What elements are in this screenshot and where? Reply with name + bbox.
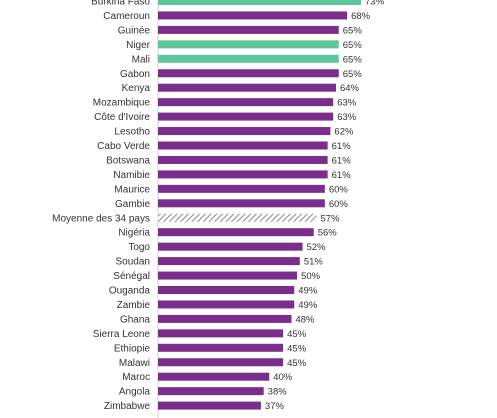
category-label: Côte d'Ivoire	[94, 112, 150, 123]
value-label: 57%	[321, 213, 341, 224]
category-label: Ethiopie	[114, 343, 151, 354]
category-label: Angola	[119, 387, 151, 398]
category-label: Mali	[132, 54, 150, 65]
category-label: Maroc	[122, 372, 150, 383]
value-label: 60%	[329, 199, 349, 210]
bar	[158, 11, 348, 20]
value-label: 65%	[343, 69, 363, 80]
category-label: Sénégal	[113, 271, 150, 282]
value-label: 45%	[287, 358, 307, 369]
value-label: 40%	[273, 372, 293, 383]
value-label: 56%	[318, 228, 338, 239]
bar	[158, 25, 339, 34]
value-label: 63%	[337, 98, 357, 109]
category-label: Lesotho	[114, 127, 150, 138]
bar	[158, 83, 336, 92]
category-label: Malawi	[119, 358, 150, 369]
value-label: 61%	[332, 155, 352, 166]
bar	[158, 242, 303, 251]
bar	[158, 257, 300, 266]
bar	[158, 98, 334, 107]
bar	[158, 329, 284, 338]
category-label: Kenya	[122, 83, 151, 94]
bar	[158, 401, 261, 410]
category-label: Guinée	[118, 25, 151, 36]
bars-group: Burkina Faso 73% Cameroun 68% Guinée 65% Niger…	[52, 0, 385, 412]
bar	[158, 54, 339, 63]
value-label: 61%	[332, 170, 352, 181]
value-label: 73%	[365, 0, 385, 8]
bar	[158, 170, 328, 179]
value-label: 65%	[343, 40, 363, 51]
bar	[158, 184, 325, 193]
bar	[158, 387, 264, 396]
category-label: Gambie	[115, 199, 150, 210]
category-label: Botswana	[106, 155, 150, 166]
category-label: Togo	[128, 242, 150, 253]
value-label: 52%	[307, 242, 327, 253]
bar	[158, 127, 331, 136]
category-label: Maurice	[114, 184, 150, 195]
bar	[158, 300, 295, 309]
category-label: Ouganda	[109, 286, 151, 297]
value-label: 50%	[301, 271, 321, 282]
category-label: Niger	[126, 40, 151, 51]
bar	[158, 228, 314, 237]
bar	[158, 69, 339, 78]
value-label: 38%	[268, 387, 288, 398]
value-label: 61%	[332, 141, 352, 152]
category-label: Zimbabwe	[104, 401, 151, 412]
value-label: 65%	[343, 54, 363, 65]
value-label: 45%	[287, 329, 307, 340]
value-label: 49%	[298, 300, 318, 311]
category-label: Mozambique	[93, 98, 151, 109]
bar	[158, 199, 325, 208]
category-label: Cabo Verde	[97, 141, 150, 152]
value-label: 63%	[337, 112, 357, 123]
category-label: Namibie	[113, 170, 150, 181]
bar	[158, 141, 328, 150]
category-label: Ghana	[120, 314, 150, 325]
category-label: Sierra Leone	[93, 329, 151, 340]
bar	[158, 343, 284, 352]
value-label: 60%	[329, 184, 349, 195]
bar	[158, 314, 292, 323]
category-label: Nigéria	[118, 228, 150, 239]
category-label: Zambie	[117, 300, 151, 311]
category-label: Gabon	[120, 69, 150, 80]
bar	[158, 358, 284, 367]
average-bar	[158, 213, 317, 222]
value-label: 48%	[295, 314, 315, 325]
bar	[158, 40, 339, 49]
category-label: Moyenne des 34 pays	[52, 213, 150, 224]
category-label: Soudan	[116, 257, 150, 268]
value-label: 49%	[298, 286, 318, 297]
category-label: Burkina Faso	[91, 0, 150, 8]
value-label: 68%	[351, 11, 371, 22]
bar	[158, 0, 361, 5]
category-label: Cameroun	[103, 11, 150, 22]
value-label: 37%	[265, 401, 285, 412]
bar	[158, 155, 328, 164]
value-label: 65%	[343, 25, 363, 36]
bar	[158, 286, 295, 294]
value-label: 51%	[304, 257, 324, 268]
bar	[158, 271, 298, 280]
value-label: 45%	[287, 343, 307, 354]
bar	[158, 112, 334, 121]
value-label: 62%	[334, 127, 354, 138]
value-label: 64%	[340, 83, 360, 94]
bar	[158, 372, 270, 381]
